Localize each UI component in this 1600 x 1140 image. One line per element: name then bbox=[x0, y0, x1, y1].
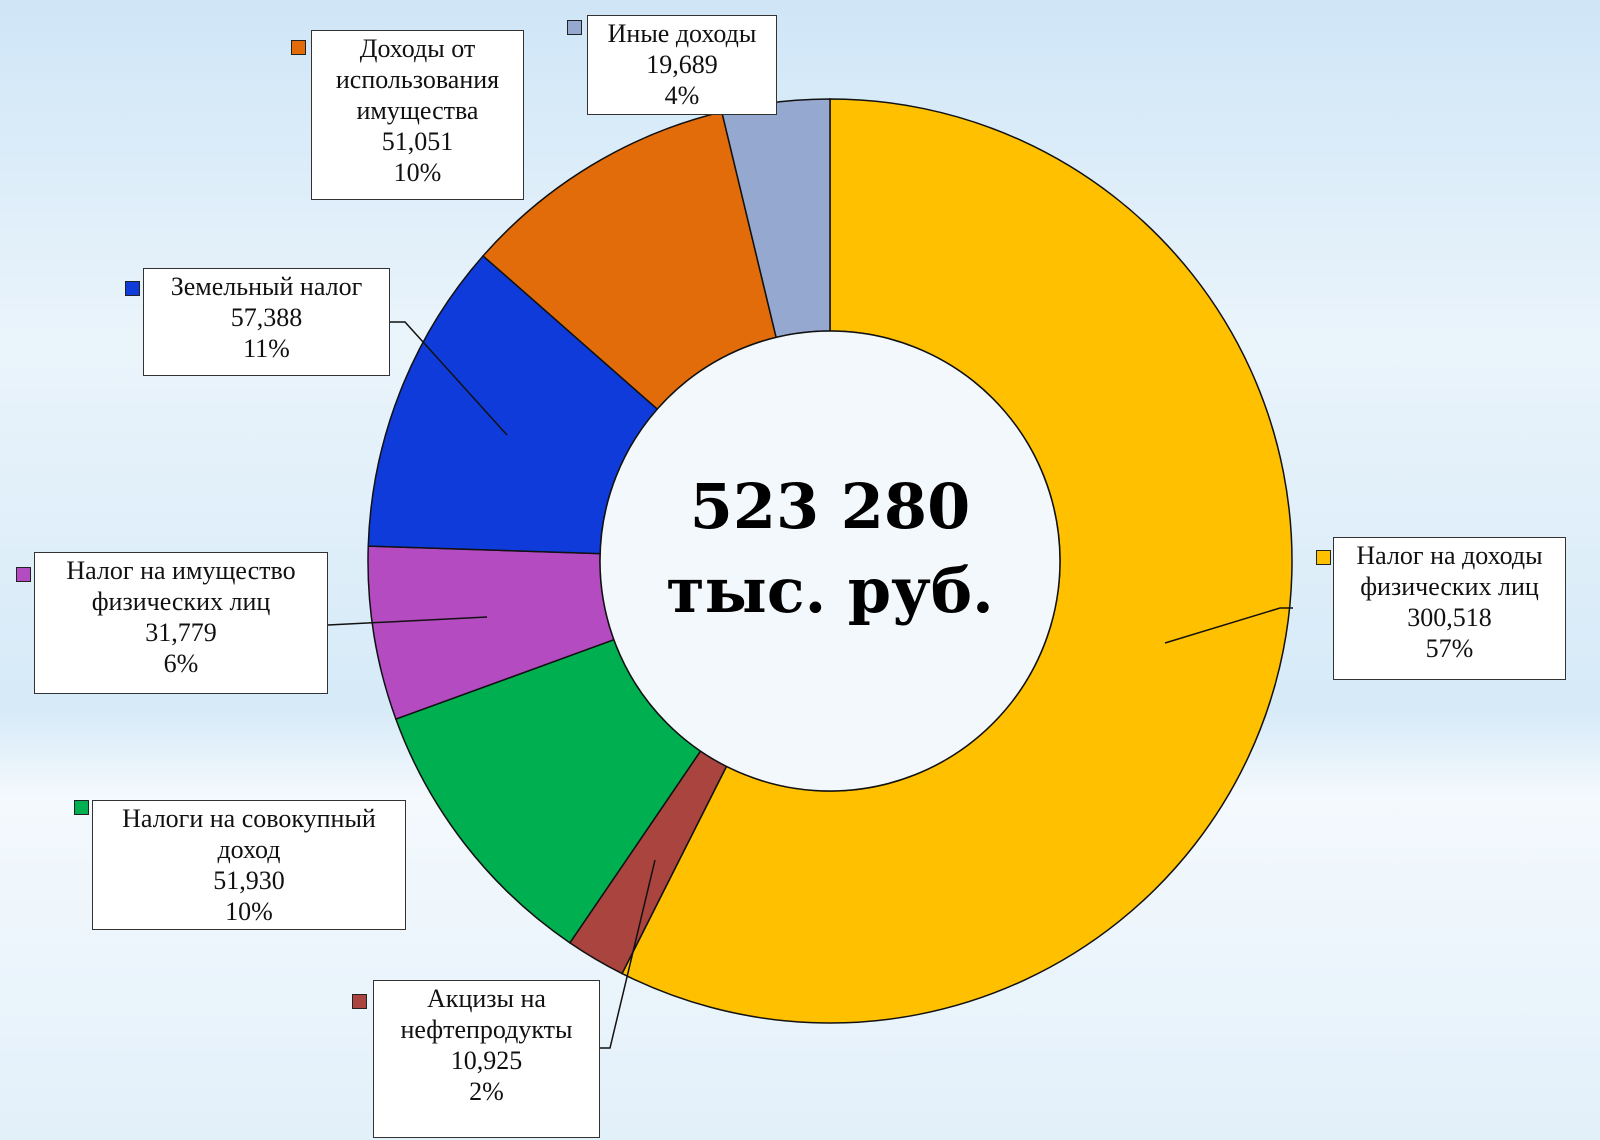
share-label: 11% bbox=[150, 333, 383, 364]
share-label: 57% bbox=[1340, 633, 1559, 664]
value-label: 51,930 bbox=[99, 865, 399, 896]
category-label: Земельный налог bbox=[150, 271, 383, 302]
value-label: 19,689 bbox=[594, 49, 770, 80]
legend-swatch bbox=[1316, 550, 1331, 565]
value-label: 300,518 bbox=[1340, 602, 1559, 633]
share-label: 2% bbox=[380, 1076, 593, 1107]
category-label: Налоги на совокупный доход bbox=[99, 803, 399, 865]
share-label: 6% bbox=[41, 648, 321, 679]
category-label: Акцизы на нефтепродукты bbox=[380, 983, 593, 1045]
category-label: Иные доходы bbox=[594, 18, 770, 49]
category-label: Налог на имущество физических лиц bbox=[41, 555, 321, 617]
center-text: тыс. руб. bbox=[666, 554, 993, 627]
legend-swatch bbox=[352, 994, 367, 1009]
value-label: 51,051 bbox=[318, 126, 517, 157]
page: 523 280 тыс. руб. (() => { const data = … bbox=[0, 0, 1600, 1140]
share-label: 10% bbox=[318, 157, 517, 188]
category-label: Налог на доходы физических лиц bbox=[1340, 540, 1559, 602]
value-label: 10,925 bbox=[380, 1045, 593, 1076]
legend-swatch bbox=[74, 800, 89, 815]
category-label: Доходы от использования имущества bbox=[318, 33, 517, 126]
center-text: 523 280 bbox=[690, 470, 970, 543]
value-label: 31,779 bbox=[41, 617, 321, 648]
legend-swatch bbox=[125, 281, 140, 296]
legend-swatch bbox=[16, 567, 31, 582]
legend-swatch bbox=[567, 20, 582, 35]
legend-swatch bbox=[291, 40, 306, 55]
share-label: 10% bbox=[99, 896, 399, 927]
value-label: 57,388 bbox=[150, 302, 383, 333]
share-label: 4% bbox=[594, 80, 770, 111]
